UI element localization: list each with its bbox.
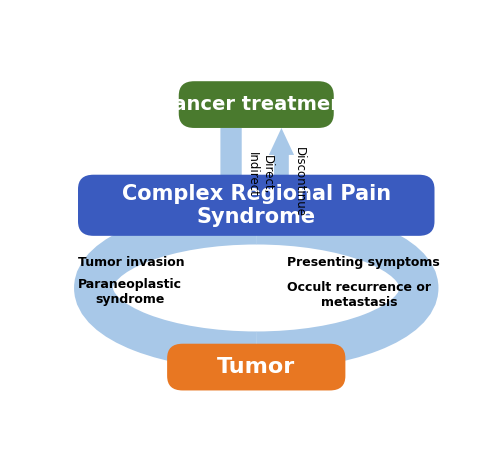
Text: Paraneoplastic
syndrome: Paraneoplastic syndrome <box>78 277 182 305</box>
Text: Occult recurrence or
metastasis: Occult recurrence or metastasis <box>287 281 431 309</box>
Text: Complex Regional Pain
Syndrome: Complex Regional Pain Syndrome <box>122 184 391 227</box>
Text: Presenting symptoms: Presenting symptoms <box>287 256 440 269</box>
Text: Discontinue: Discontinue <box>292 147 306 217</box>
Polygon shape <box>212 128 250 236</box>
FancyBboxPatch shape <box>167 344 346 390</box>
Text: Cancer treatment: Cancer treatment <box>159 95 354 114</box>
Text: Tumor: Tumor <box>217 357 296 377</box>
Text: Direct,
Indirect: Direct, Indirect <box>246 152 274 197</box>
FancyBboxPatch shape <box>179 81 334 128</box>
Text: Tumor invasion: Tumor invasion <box>78 256 184 269</box>
Polygon shape <box>269 128 294 236</box>
FancyBboxPatch shape <box>78 175 434 236</box>
